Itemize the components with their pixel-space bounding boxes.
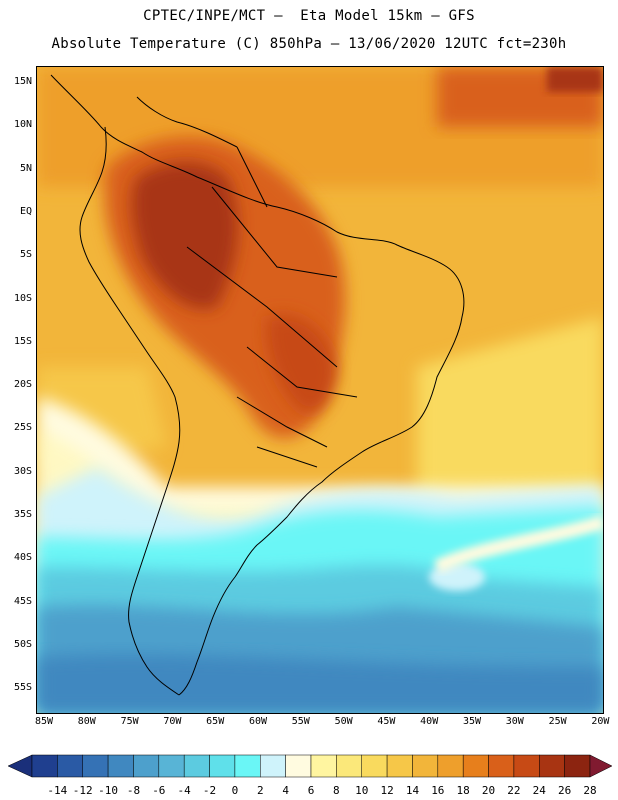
lon-label: 85W — [34, 716, 54, 727]
colorbar-swatch — [57, 754, 83, 778]
colorbar-tick-label: 28 — [583, 784, 597, 797]
colorbar-swatch — [513, 754, 540, 778]
colorbar-swatch — [412, 754, 439, 778]
lon-label: 65W — [206, 716, 225, 727]
lat-label: 50S — [13, 638, 32, 650]
colorbar-tick-label: -6 — [152, 784, 166, 797]
lon-label: 55W — [291, 716, 310, 727]
lat-label: 5S — [19, 249, 32, 261]
lat-label: 10N — [13, 119, 32, 131]
lon-label: 40W — [420, 716, 439, 727]
colorbar-swatch — [183, 754, 210, 778]
lon-label: 75W — [120, 716, 139, 727]
lat-label: 45S — [13, 595, 32, 607]
colorbar-high-arrow — [589, 754, 613, 778]
colorbar-swatch — [107, 754, 134, 778]
colorbar-swatch — [82, 754, 109, 778]
lat-label: 40S — [13, 552, 32, 564]
colorbar-tick-label: -12 — [72, 784, 93, 797]
colorbar-tick-label: 4 — [282, 784, 289, 797]
colorbar-swatch — [336, 754, 362, 778]
colorbar-tick-label: 0 — [231, 784, 239, 797]
colorbar-swatch — [310, 754, 337, 778]
colorbar-tick-label: 20 — [481, 784, 496, 797]
colorbar-tick-label: 22 — [507, 784, 521, 797]
colorbar-swatch — [158, 754, 185, 778]
colorbar-swatch — [361, 754, 388, 778]
colorbar-swatch — [260, 754, 286, 778]
colorbar-low-arrow — [7, 754, 33, 778]
colorbar-swatch — [539, 754, 565, 778]
colorbar-tick-label: 10 — [355, 784, 369, 797]
lon-label: 70W — [163, 716, 182, 727]
colorbar-swatch — [488, 754, 515, 778]
colorbar-tick-label: 12 — [380, 784, 394, 797]
colorbar-tick-label: -4 — [177, 784, 191, 797]
colorbar-tick-label: 16 — [431, 784, 445, 797]
colorbar-tick-label: 24 — [532, 784, 546, 797]
colorbar-tick-label: -2 — [202, 784, 217, 797]
lat-label: 55S — [13, 682, 32, 694]
lon-label: 20W — [591, 716, 610, 727]
lat-label: 25S — [13, 422, 32, 434]
colorbar-tick-label: -8 — [126, 784, 141, 797]
colorbar-tick-label: 2 — [256, 784, 264, 797]
colorbar-swatch — [209, 754, 236, 778]
lat-label: 10S — [13, 292, 32, 304]
colorbar-swatch — [133, 754, 160, 778]
colorbar-swatch — [462, 754, 489, 778]
lon-label: 80W — [77, 716, 96, 727]
colorbar-tick-label: 8 — [333, 784, 340, 797]
colorbar-swatch — [31, 754, 58, 778]
colorbar-swatch — [564, 754, 591, 778]
lon-label: 45W — [377, 716, 396, 727]
temperature-field — [37, 67, 603, 713]
lon-label: 35W — [462, 716, 482, 727]
temperature-map — [36, 66, 604, 714]
lon-label: 60W — [248, 716, 268, 727]
lon-label: 30W — [505, 716, 524, 727]
lon-label: 25W — [548, 716, 567, 727]
lat-label: EQ — [19, 205, 32, 217]
colorbar — [7, 754, 613, 778]
lat-label: 15N — [13, 76, 32, 87]
coastlines — [50, 74, 465, 696]
colorbar-swatch — [234, 754, 261, 778]
colorbar-tick-label: -14 — [47, 784, 68, 797]
colorbar-swatch — [285, 754, 312, 778]
lat-label: 20S — [13, 379, 32, 391]
lat-label: 15S — [13, 335, 32, 347]
colorbar-swatch — [386, 754, 413, 778]
lat-label: 30S — [13, 465, 32, 477]
chart-title-line1: CPTEC/INPE/MCT – Eta Model 15km – GFS — [143, 8, 475, 24]
colorbar-tick-label: 6 — [307, 784, 315, 797]
lat-label: 5N — [19, 162, 32, 174]
lon-label: 50W — [334, 716, 353, 727]
colorbar-tick-label: 26 — [558, 784, 572, 797]
chart-title-line2: Absolute Temperature (C) 850hPa – 13/06/… — [51, 36, 567, 52]
colorbar-swatch — [437, 754, 464, 778]
colorbar-tick-label: 18 — [456, 784, 470, 797]
colorbar-tick-label: 14 — [405, 784, 420, 797]
colorbar-tick-label: -10 — [98, 784, 119, 797]
lat-label: 35S — [13, 509, 32, 520]
